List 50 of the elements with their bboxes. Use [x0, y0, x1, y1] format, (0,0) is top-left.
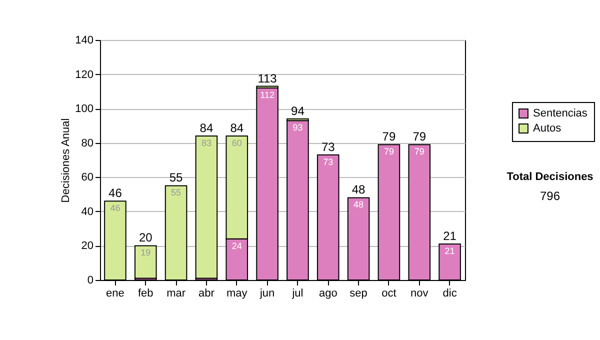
total-label: 48: [352, 182, 366, 197]
total-label: 79: [382, 130, 396, 144]
total-label: 113: [258, 71, 278, 86]
x-tick-label: dic: [442, 288, 458, 300]
x-tick-label: ene: [106, 288, 124, 300]
total-label: 84: [230, 121, 244, 135]
legend-label: Autos: [533, 122, 562, 134]
y-tick-label: 0: [87, 274, 94, 286]
data-label: 83: [201, 138, 212, 148]
x-tick-label: jun: [258, 288, 275, 300]
text: 796: [540, 189, 560, 203]
x-tick-label: feb: [138, 288, 154, 300]
y-axis-title: Decisiones Anual: [60, 118, 72, 203]
data-label: 79: [414, 146, 424, 157]
y-tick-label: 40: [81, 206, 94, 218]
total-label: 73: [321, 140, 336, 154]
total-label: 21: [443, 229, 457, 243]
data-label: 46: [110, 203, 120, 214]
data-label: 79: [384, 146, 394, 157]
legend-label: Sentencias: [533, 108, 588, 120]
y-tick-label: 140: [75, 34, 94, 46]
data-label: 60: [232, 138, 242, 148]
data-label: 55: [171, 188, 182, 198]
text: Total Decisiones: [506, 171, 594, 183]
x-tick-label: ago: [318, 288, 338, 300]
data-label: 112: [260, 90, 274, 100]
y-tick-label: 120: [75, 68, 94, 81]
total-label: 20: [138, 230, 153, 245]
y-tick-label: 20: [81, 240, 94, 252]
total-label: 46: [108, 186, 122, 200]
total-label: 55: [169, 170, 184, 185]
x-tick-label: abr: [198, 288, 215, 300]
total-label: 94: [291, 104, 305, 118]
y-tick-label: 60: [81, 172, 94, 184]
y-tick-label: 100: [75, 103, 94, 116]
total-label: 79: [412, 130, 426, 144]
x-tick-label: nov: [410, 288, 429, 300]
data-label: 48: [354, 200, 364, 210]
data-label: 73: [323, 156, 334, 167]
data-label: 21: [444, 246, 455, 256]
x-tick-label: oct: [382, 288, 396, 300]
x-tick-label: may: [226, 288, 248, 300]
data-label: 24: [232, 240, 242, 251]
data-label: 19: [140, 248, 151, 258]
x-tick-label: jul: [291, 288, 304, 300]
y-tick-label: 80: [81, 137, 94, 150]
x-tick-label: sep: [350, 288, 368, 300]
x-tick-label: mar: [166, 288, 186, 300]
data-label: 93: [292, 122, 303, 133]
total-label: 84: [200, 121, 214, 135]
